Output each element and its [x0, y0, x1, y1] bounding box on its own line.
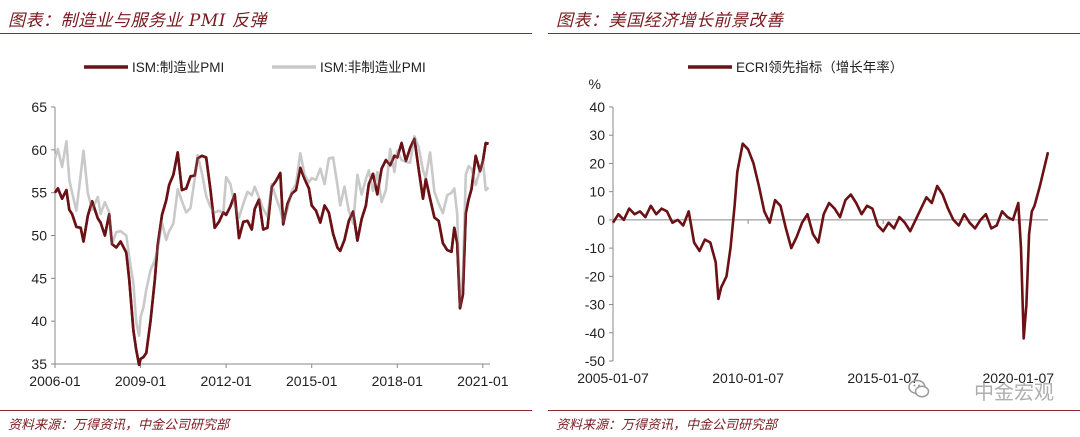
left-pmi-chart: 35 40 45 50 55 60 65 2006-01 2009-01 2012-01 2015-… [29, 60, 509, 389]
right-ecri-chart: -50 -40 -30 -20 -10 0 10 20 30 40 2005-01-07 2010-0… [577, 59, 1054, 386]
y-tick-label: 40 [31, 313, 47, 329]
right-panel: 图表：美国经济增长前景改善 -50 -40 -30 -20 -10 0 10 20 30 40 20… [548, 0, 1080, 437]
x-tick-label: 2015-01 [286, 373, 338, 389]
x-tick-label: 2015-01-07 [847, 370, 919, 386]
left-bottom-rule [0, 410, 532, 411]
left-source-note: 资料来源：万得资讯，中金公司研究部 [8, 418, 230, 433]
x-tick-label: 2005-01-07 [577, 370, 649, 386]
series-line-1-overlay [53, 137, 489, 367]
x-tick-label: 2009-01 [115, 373, 167, 389]
left-panel: 图表：制造业与服务业 PMI 反弹 35 40 45 50 55 60 65 2006-01 2… [0, 0, 532, 437]
y-tick-label: 50 [31, 228, 47, 244]
legend-label-2: ISM:非制造业PMI [320, 60, 426, 75]
right-top-rule [548, 33, 1080, 34]
y-tick-label: -10 [585, 240, 605, 256]
x-tick-label: 2018-01 [372, 373, 424, 389]
y-unit-label: % [589, 76, 601, 92]
right-chart-title: 图表：美国经济增长前景改善 [556, 11, 784, 31]
y-tick-label: 55 [31, 185, 47, 201]
y-tick-label: -50 [585, 353, 605, 369]
left-top-rule [0, 33, 532, 34]
y-tick-label: 30 [589, 127, 605, 143]
y-tick-label: -30 [585, 297, 605, 313]
right-source-note: 资料来源：万得资讯，中金公司研究部 [556, 418, 778, 433]
right-bottom-rule [548, 410, 1080, 411]
y-tick-label: -40 [585, 325, 605, 341]
y-tick-label: 65 [31, 99, 47, 115]
y-tick-label: 10 [589, 184, 605, 200]
y-tick-label: 20 [589, 155, 605, 171]
x-tick-label: 2021-01 [457, 373, 509, 389]
y-tick-label: 40 [589, 99, 605, 115]
x-tick-label: 2010-01-07 [712, 370, 784, 386]
y-tick-label: 35 [31, 356, 47, 372]
x-tick-label: 2006-01 [29, 373, 81, 389]
series-line-1 [611, 142, 1050, 340]
watermark-text: 中金宏观 [974, 380, 1054, 404]
legend-label-1: ISM:制造业PMI [132, 60, 224, 75]
y-tick-label: 0 [597, 212, 605, 228]
x-tick-label: 2012-01 [200, 373, 252, 389]
series-line-2 [53, 134, 490, 338]
y-tick-label: -20 [585, 268, 605, 284]
y-tick-label: 45 [31, 270, 47, 286]
y-tick-label: 60 [31, 142, 47, 158]
legend-label-1: ECRI领先指标（增长年率） [736, 59, 903, 75]
wechat-icon [908, 379, 930, 398]
x-tick-label: 2020-01-07 [982, 370, 1054, 386]
left-chart-title: 图表：制造业与服务业 PMI 反弹 [8, 11, 267, 31]
